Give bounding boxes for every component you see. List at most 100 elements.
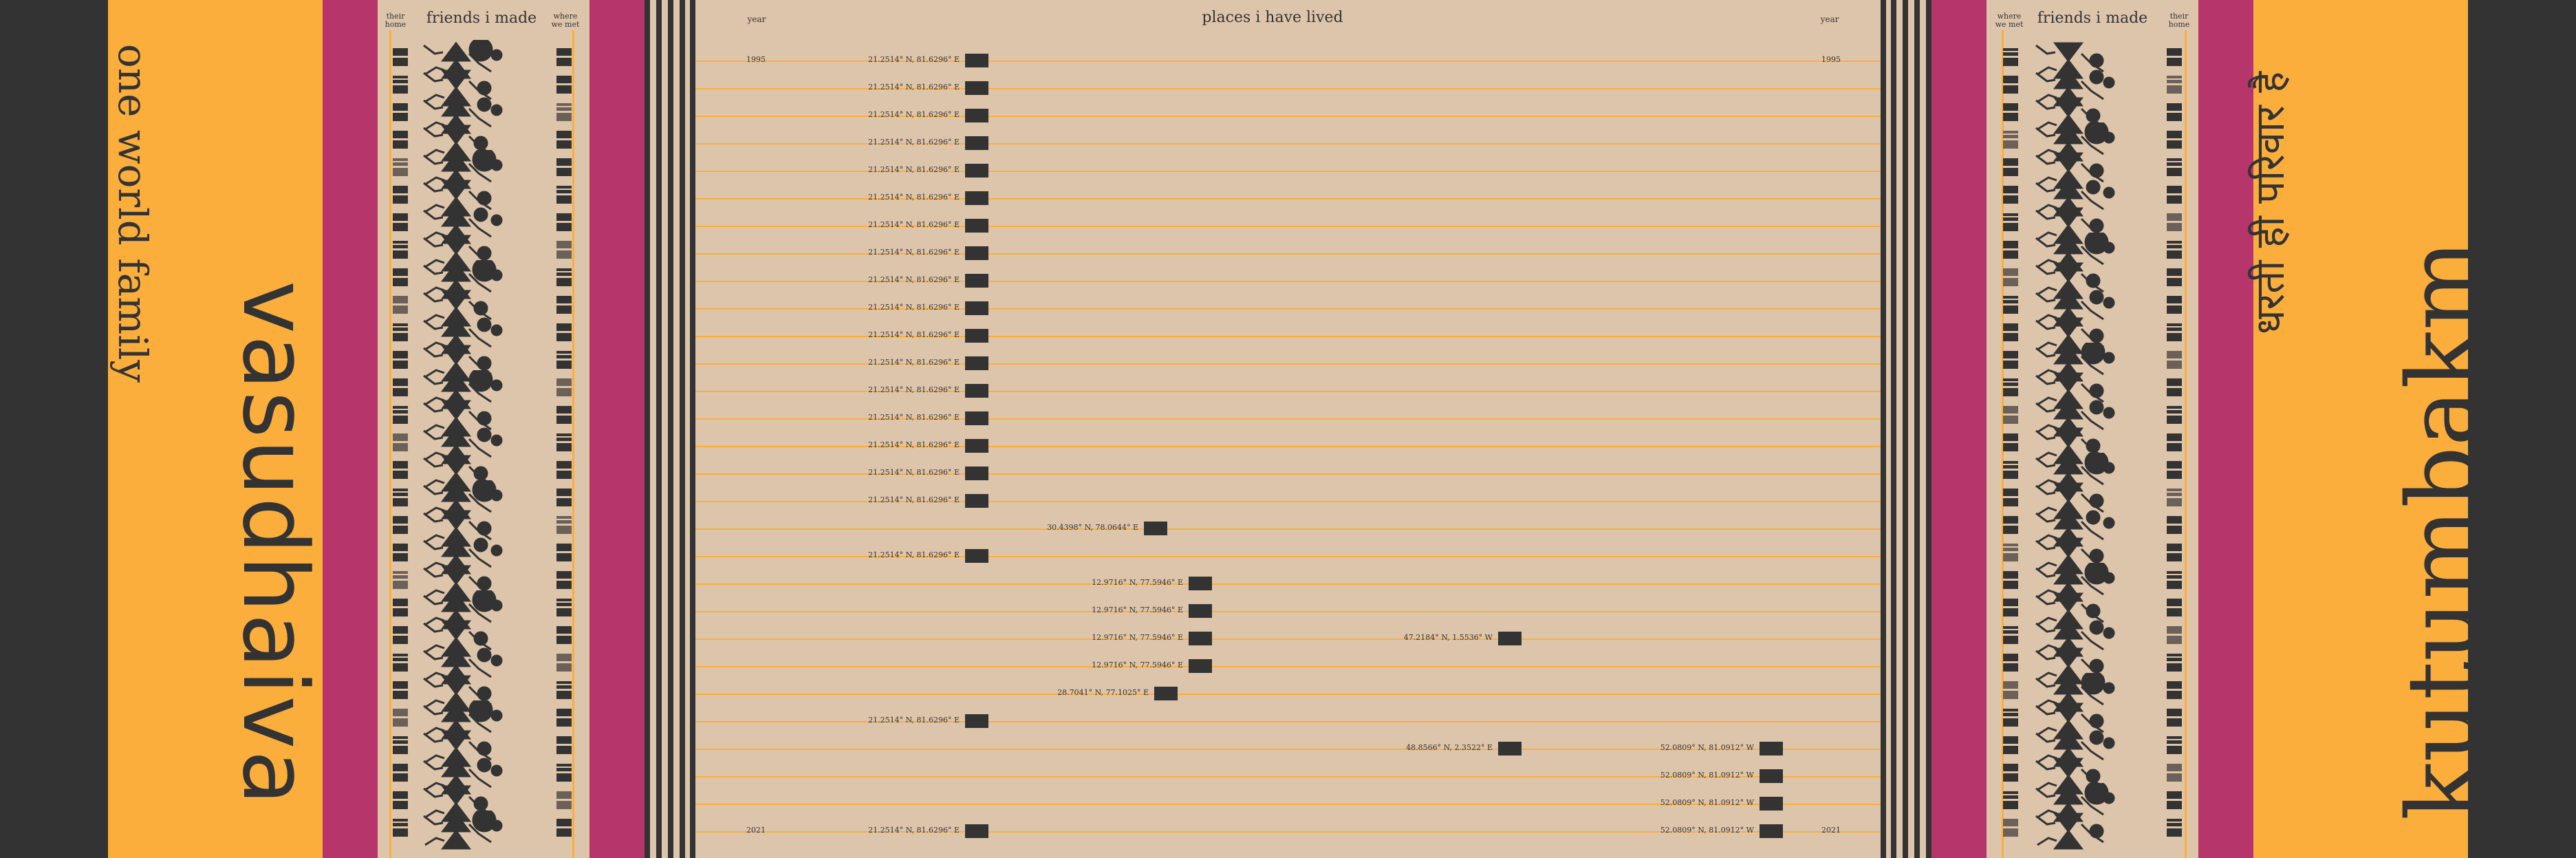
left-friends-list	[378, 0, 589, 858]
col-header-friends: friends i made	[426, 10, 537, 27]
location-flag-icon	[965, 824, 988, 838]
country-flag-icon	[2167, 599, 2182, 616]
country-flag-icon	[556, 654, 572, 672]
location-flag-icon	[965, 136, 988, 150]
location-flag-icon	[1760, 769, 1783, 783]
timeline-row-line	[695, 446, 1881, 447]
country-flag-icon	[2167, 158, 2182, 176]
country-flag-icon	[2003, 571, 2018, 589]
timeline-row-line	[695, 583, 1881, 585]
friend-figure-icon	[423, 811, 503, 850]
timeline-row-line	[695, 61, 1881, 62]
country-flag-icon	[556, 296, 572, 314]
friend-figure-icon	[423, 675, 492, 712]
location-flag-icon	[1154, 687, 1178, 700]
country-flag-icon	[2167, 213, 2182, 231]
country-flag-icon	[556, 48, 572, 66]
country-flag-icon	[2167, 433, 2182, 451]
location-flag-icon	[1760, 824, 1783, 838]
friend-figure-icon	[423, 150, 503, 189]
country-flag-icon	[393, 103, 408, 121]
right-magenta-band	[2198, 0, 2253, 858]
country-flag-icon	[393, 709, 408, 727]
location-coordinates: 52.0809° N, 81.0912° W	[1660, 798, 1754, 807]
left-inner-magenta-band	[589, 0, 645, 858]
country-flag-icon	[556, 791, 572, 809]
stripe	[690, 0, 695, 858]
location-coordinates: 52.0809° N, 81.0912° W	[1660, 771, 1754, 780]
left-orange-band	[108, 0, 323, 858]
timeline-row-line	[695, 501, 1881, 502]
country-flag-icon	[393, 654, 408, 672]
location-flag-icon	[965, 164, 988, 178]
country-flag-icon	[2167, 516, 2182, 534]
country-flag-icon	[556, 626, 572, 644]
timeline-row-line	[695, 639, 1881, 640]
right-friends-list	[1987, 0, 2198, 858]
center-title: places i have lived	[1202, 9, 1343, 26]
location-coordinates: 21.2514° N, 81.6296° E	[868, 83, 960, 92]
year-label: 2021	[1821, 826, 1841, 835]
country-flag-icon	[2003, 378, 2018, 396]
country-flag-icon	[2003, 103, 2018, 121]
country-flag-icon	[556, 764, 572, 782]
friend-figure-icon	[423, 730, 492, 767]
country-flag-icon	[2167, 296, 2182, 314]
location-flag-icon	[965, 329, 988, 343]
column-divider	[2002, 30, 2004, 858]
country-flag-icon	[2003, 709, 2018, 727]
year-label: 1995	[1821, 55, 1841, 64]
country-flag-icon	[2167, 819, 2182, 837]
location-coordinates: 21.2514° N, 81.6296° E	[868, 165, 960, 174]
timeline-row-line	[695, 611, 1881, 612]
friend-figure-icon	[2035, 372, 2104, 409]
right-edge-band	[2468, 0, 2576, 858]
country-flag-icon	[2167, 406, 2182, 424]
stripe	[668, 0, 673, 858]
country-flag-icon	[393, 406, 408, 424]
country-flag-icon	[393, 241, 408, 259]
location-flag-icon	[965, 81, 988, 95]
location-flag-icon	[965, 714, 988, 728]
year-header-left: year	[747, 14, 766, 24]
location-flag-icon	[1498, 632, 1522, 645]
friend-figure-icon	[423, 427, 503, 464]
timeline-row-line	[695, 666, 1881, 667]
column-divider	[2185, 30, 2187, 858]
year-label: 2021	[746, 826, 766, 835]
country-flag-icon	[2167, 571, 2182, 589]
country-flag-icon	[2003, 241, 2018, 259]
country-flag-icon	[556, 241, 572, 259]
location-flag-icon	[965, 301, 988, 315]
location-coordinates: 21.2514° N, 81.6296° E	[868, 193, 960, 202]
country-flag-icon	[2003, 819, 2018, 837]
location-coordinates: 21.2514° N, 81.6296° E	[868, 468, 960, 477]
center-panel	[695, 0, 1881, 858]
location-flag-icon	[1144, 522, 1167, 535]
country-flag-icon	[2167, 764, 2182, 782]
country-flag-icon	[556, 709, 572, 727]
country-flag-icon	[2167, 654, 2182, 672]
country-flag-icon	[556, 213, 572, 231]
location-coordinates: 21.2514° N, 81.6296° E	[868, 495, 960, 504]
country-flag-icon	[2003, 626, 2018, 644]
location-coordinates: 12.9716° N, 77.5946° E	[1092, 661, 1183, 669]
country-flag-icon	[2167, 48, 2182, 66]
country-flag-icon	[2167, 186, 2182, 204]
year-label: 1995	[746, 55, 766, 64]
country-flag-icon	[393, 736, 408, 754]
timeline-row-line	[695, 171, 1881, 172]
location-coordinates: 21.2514° N, 81.6296° E	[868, 330, 960, 339]
country-flag-icon	[2167, 544, 2182, 561]
country-flag-icon	[556, 544, 572, 561]
country-flag-icon	[2003, 131, 2018, 149]
country-flag-icon	[556, 406, 572, 424]
timeline-row-line	[695, 116, 1881, 117]
country-flag-icon	[2003, 791, 2018, 809]
location-flag-icon	[965, 466, 988, 480]
timeline-row-line	[695, 88, 1881, 89]
country-flag-icon	[556, 378, 572, 396]
country-flag-icon	[393, 433, 408, 451]
country-flag-icon	[393, 461, 408, 479]
